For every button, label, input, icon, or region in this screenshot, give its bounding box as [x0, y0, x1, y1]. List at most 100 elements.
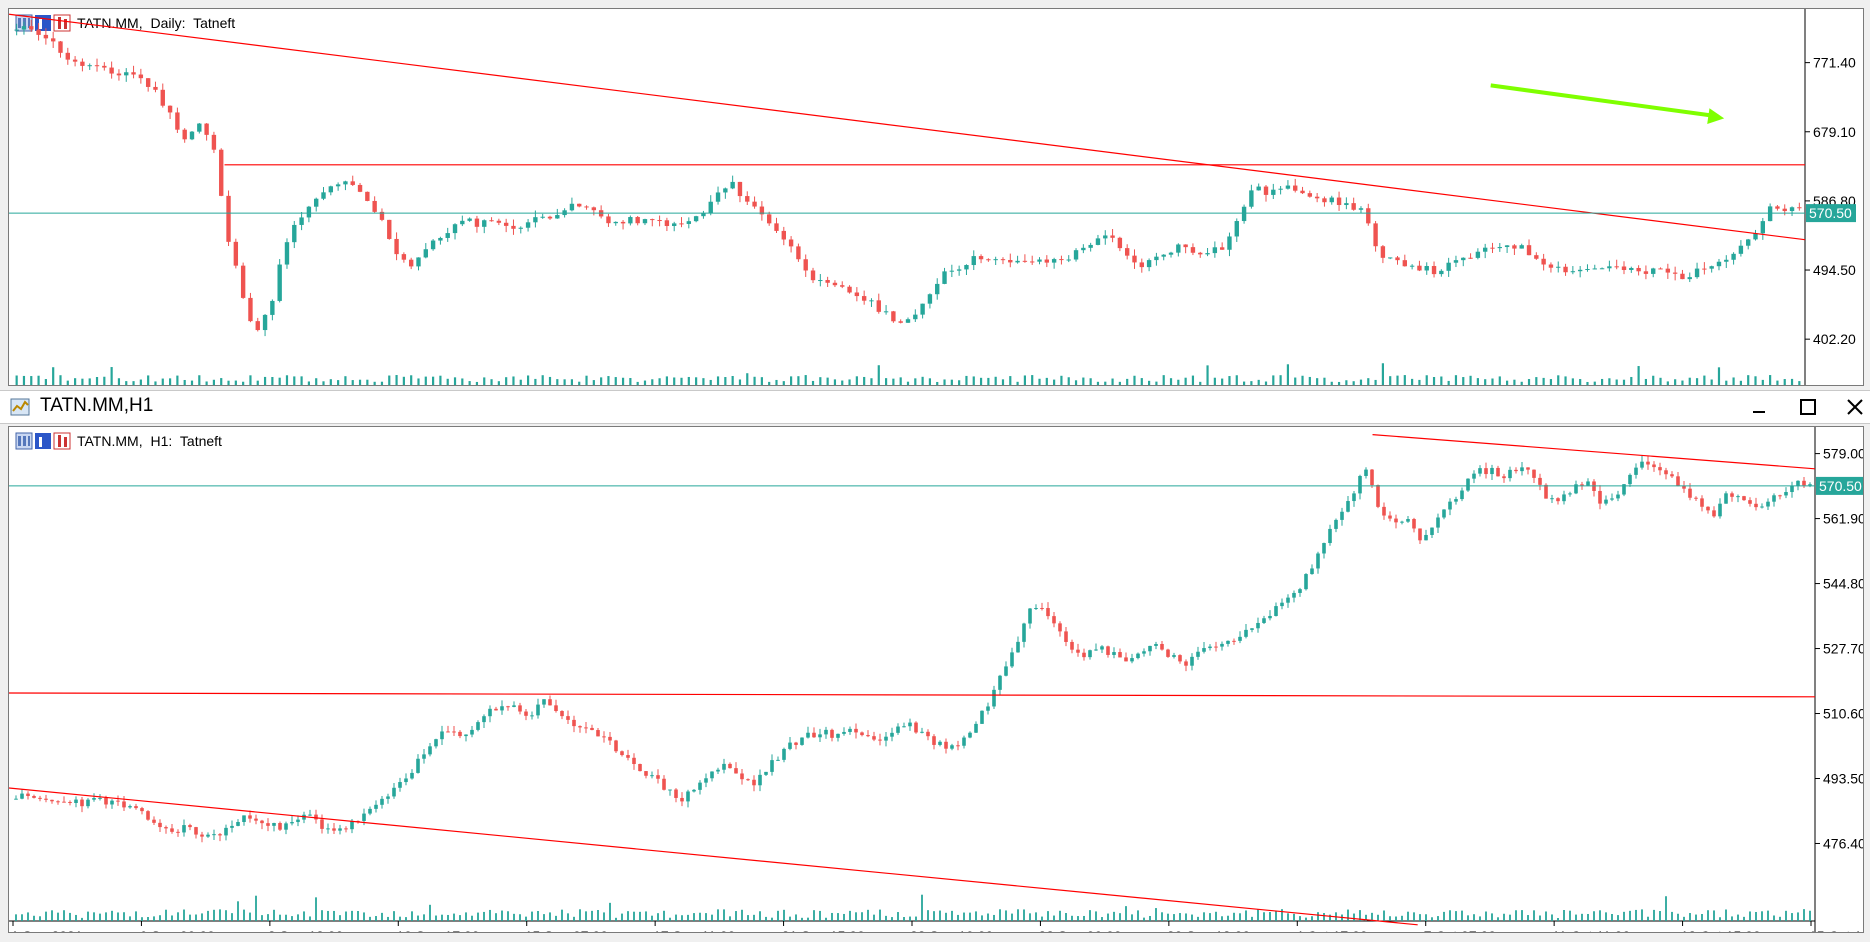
- candle-body: [1442, 509, 1446, 518]
- candle-body: [1676, 476, 1680, 486]
- candle-body: [759, 206, 765, 215]
- candle-body: [746, 779, 750, 781]
- candle-body: [1322, 543, 1326, 554]
- candle-body: [812, 732, 816, 738]
- candle-body: [1460, 490, 1464, 500]
- candle-body: [445, 233, 450, 238]
- candle-body: [1268, 615, 1272, 619]
- daily-chart-pane[interactable]: TATN.MM, Daily: Tatneft 771.40 679.10 586.…: [8, 8, 1864, 386]
- candle-body: [740, 773, 744, 780]
- candle-body: [1629, 267, 1634, 271]
- candle-body: [230, 825, 234, 828]
- candle-body: [1132, 255, 1137, 263]
- candle-body: [1066, 259, 1071, 261]
- candle-body: [776, 759, 780, 761]
- candle-body: [1412, 519, 1416, 529]
- candle-body: [836, 733, 840, 738]
- h1-window-titlebar[interactable]: TATN.MM,H1: [0, 390, 1870, 424]
- candle-body: [620, 751, 624, 756]
- candle-body: [1148, 645, 1152, 652]
- candle-body: [1160, 643, 1164, 650]
- candle-body: [188, 825, 192, 828]
- candle-body: [1651, 268, 1656, 274]
- candle-body: [1110, 235, 1115, 238]
- close-button[interactable]: [1835, 391, 1870, 423]
- candle-body: [1051, 259, 1057, 263]
- candle-body: [902, 726, 906, 728]
- candle-body: [296, 819, 300, 823]
- candle-body: [1766, 501, 1770, 507]
- candle-body: [365, 191, 370, 201]
- candle-body: [1380, 246, 1386, 258]
- candle-body: [1496, 467, 1500, 477]
- candle-body: [1376, 485, 1380, 507]
- candle-body: [1514, 469, 1518, 472]
- candle-body: [1226, 640, 1230, 644]
- candle-body: [1586, 481, 1590, 486]
- y-tick-label: 771.40: [1813, 55, 1856, 71]
- candle-body: [1220, 643, 1224, 647]
- candle-body: [560, 711, 564, 717]
- h1-chart-pane[interactable]: TATN.MM, H1: Tatneft 579.00 561.90 544.80 5…: [8, 426, 1864, 933]
- candle-body: [555, 215, 560, 219]
- candle-body: [590, 727, 594, 731]
- candle-body: [104, 797, 108, 805]
- candle-body: [745, 196, 750, 202]
- x-tick-label: 1 Sep 2021: [11, 928, 83, 932]
- candle-body: [584, 206, 589, 208]
- candle-body: [1280, 602, 1284, 607]
- candle-body: [1519, 245, 1524, 249]
- candle-body: [674, 789, 678, 798]
- candle-body: [1706, 506, 1710, 511]
- candle-body: [770, 760, 774, 772]
- candle-body: [613, 221, 618, 224]
- candle-body: [1016, 641, 1020, 653]
- candle-body: [628, 217, 633, 224]
- candle-body: [219, 149, 224, 196]
- candle-body: [428, 746, 432, 755]
- candle-body: [308, 814, 312, 816]
- h1-chart-canvas[interactable]: 579.00 561.90 544.80 527.70 510.60 493.50 476.…: [9, 427, 1863, 932]
- candle-body: [1382, 506, 1386, 516]
- maximize-button[interactable]: [1788, 391, 1828, 423]
- candle-body: [686, 791, 690, 802]
- candle-body: [1436, 517, 1440, 528]
- candle-body: [1178, 655, 1182, 662]
- candle-body: [518, 227, 523, 229]
- close-icon: [1847, 399, 1863, 415]
- candle-body: [470, 729, 474, 735]
- candle-body: [810, 270, 816, 281]
- candle-body: [1797, 207, 1802, 209]
- candle-body: [1736, 496, 1740, 498]
- candle-body: [848, 728, 852, 732]
- candle-body: [204, 123, 209, 135]
- candle-body: [1468, 257, 1473, 259]
- candle-body: [134, 806, 138, 809]
- candle-body: [98, 797, 102, 799]
- candle-body: [335, 184, 341, 187]
- candle-body: [110, 800, 114, 805]
- candle-body: [29, 26, 34, 30]
- x-tick-label: 8 Sep 13:00: [268, 928, 344, 932]
- candle-body: [1103, 235, 1108, 239]
- candle-body: [722, 763, 726, 770]
- candle-body: [1015, 260, 1020, 263]
- candle-body: [1682, 485, 1686, 489]
- candle-body: [423, 249, 428, 258]
- candle-body: [512, 705, 516, 707]
- candle-body: [344, 828, 348, 830]
- candle-body: [404, 778, 408, 783]
- candle-body: [458, 731, 462, 737]
- candle-body: [1256, 186, 1261, 191]
- candle-body: [1520, 467, 1524, 472]
- candle-body: [387, 219, 392, 239]
- candle-body: [1599, 268, 1605, 270]
- candle-body: [379, 211, 385, 220]
- candle-body: [260, 820, 264, 824]
- candle-body: [242, 815, 246, 823]
- candle-body: [158, 822, 162, 828]
- candle-body: [1746, 239, 1751, 246]
- minimize-button[interactable]: [1740, 391, 1780, 423]
- candle-body: [1754, 503, 1758, 508]
